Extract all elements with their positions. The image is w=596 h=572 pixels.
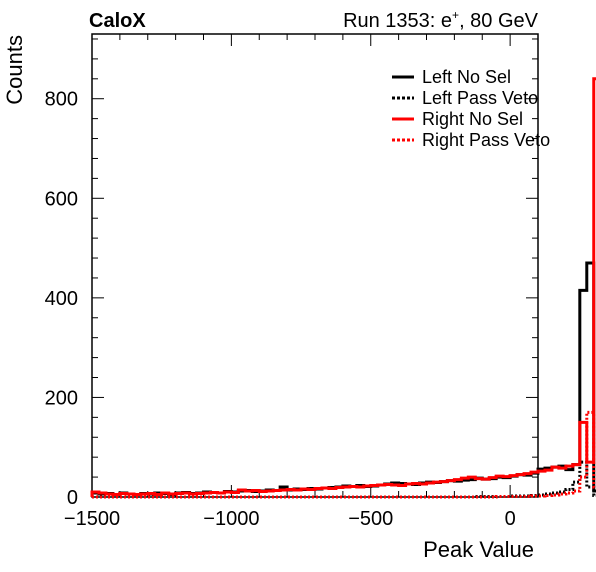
axes: −1500 −1000 −500 0 0 200 400 600 800 [45, 33, 539, 530]
y-tick-label: 400 [45, 288, 78, 310]
y-tick-label: 800 [45, 89, 78, 111]
y-tick-label: 200 [45, 387, 78, 409]
x-tick-label: −1500 [64, 508, 120, 530]
legend-label: Right No Sel [422, 109, 523, 129]
legend-label: Right Pass Veto [422, 130, 550, 150]
y-axis-label: Counts [2, 35, 27, 105]
y-tick-label: 0 [67, 487, 78, 509]
x-axis-label: Peak Value [423, 537, 534, 562]
series-layer [90, 77, 596, 499]
series-right-pass-veto [92, 410, 596, 499]
run-title: Run 1353: e+, 80 GeV [343, 8, 539, 32]
legend-label: Left Pass Veto [422, 88, 538, 108]
x-tick-label: −500 [348, 508, 393, 530]
x-tick-label: −1000 [203, 508, 259, 530]
x-tick-label: 0 [505, 508, 516, 530]
legend-label: Left No Sel [422, 67, 511, 87]
experiment-title: CaloX [89, 10, 146, 32]
y-tick-label: 600 [45, 188, 78, 210]
